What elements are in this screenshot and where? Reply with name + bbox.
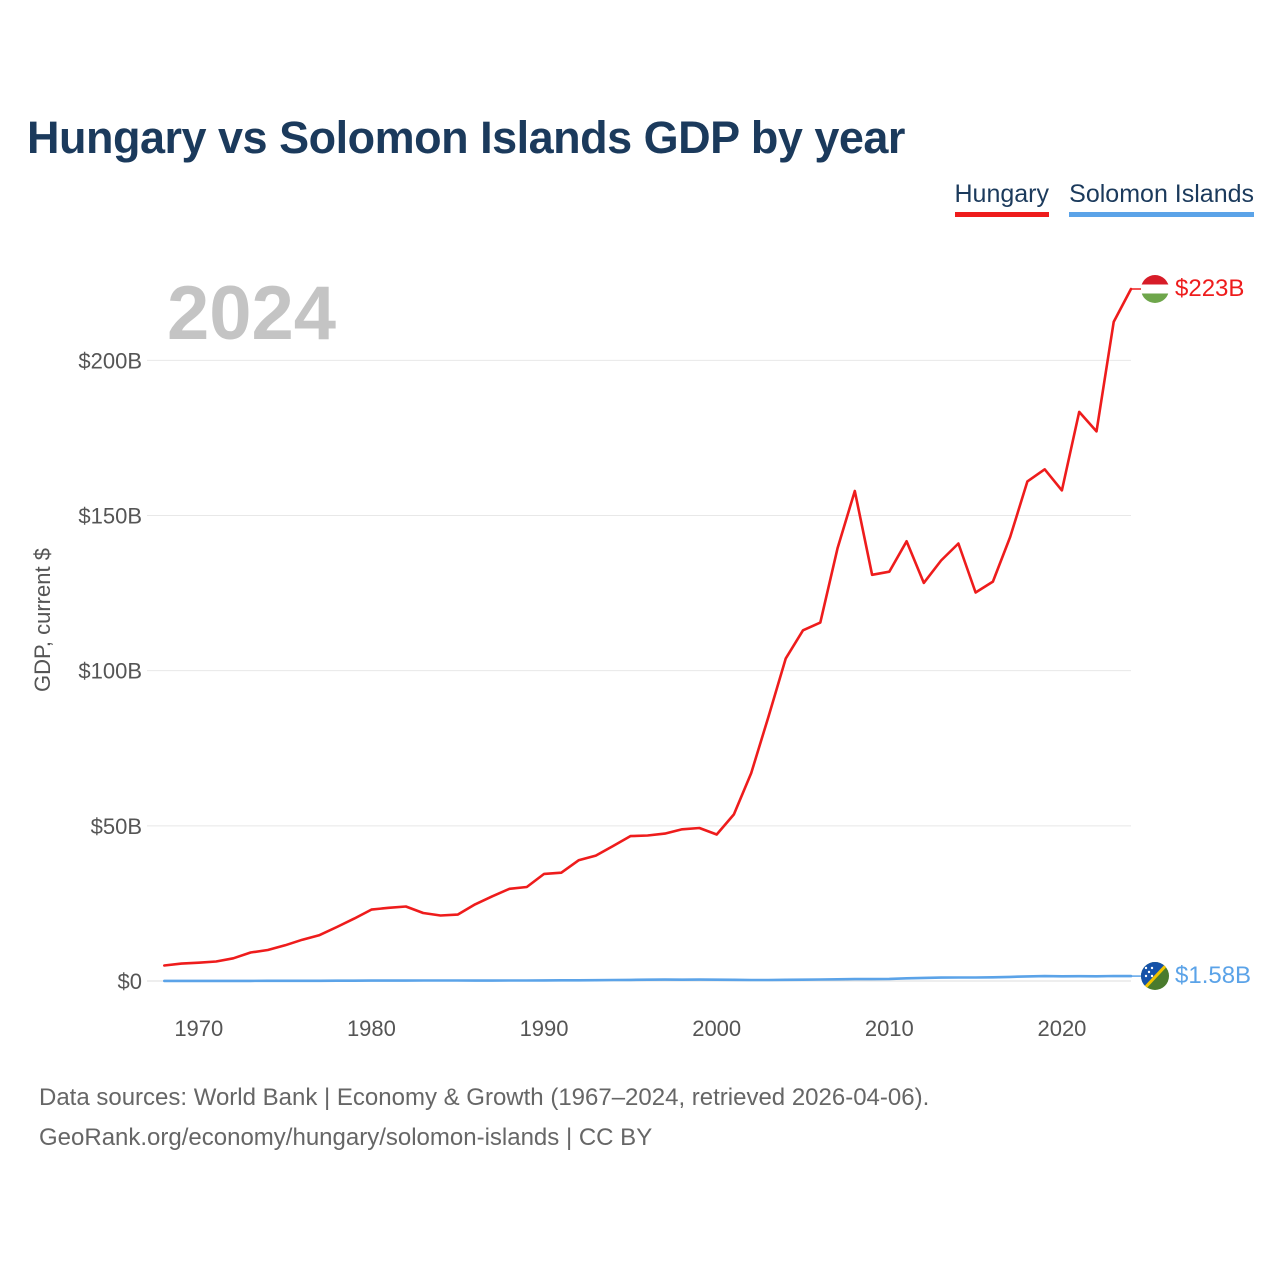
x-tick-label: 2020 (1037, 1016, 1086, 1041)
x-tick-label: 2000 (692, 1016, 741, 1041)
end-value-label-hungary: $223B (1175, 275, 1244, 302)
solomon-islands-flag-icon (1141, 962, 1169, 990)
series-line-solomon-islands[interactable] (163, 974, 1133, 983)
y-tick-label: $150B (78, 504, 142, 529)
y-tick-label: $0 (118, 969, 142, 994)
y-tick-label: $100B (78, 659, 142, 684)
hungary-flag-icon (1141, 275, 1169, 303)
chart-title: Hungary vs Solomon Islands GDP by year (27, 112, 905, 163)
series-lines (163, 287, 1141, 983)
legend-item-solomon-islands[interactable]: Solomon Islands (1069, 180, 1254, 217)
current-year-label: 2024 (167, 271, 336, 356)
x-tick-label: 1980 (347, 1016, 396, 1041)
y-tick-label: $200B (78, 348, 142, 373)
footer-attribution[interactable]: GeoRank.org/economy/hungary/solomon-isla… (39, 1124, 653, 1151)
y-axis-ticks: $0 $50B $100B $150B $200B (78, 348, 142, 994)
legend-item-hungary[interactable]: Hungary (954, 180, 1049, 217)
x-tick-label: 1990 (520, 1016, 569, 1041)
x-tick-label: 2010 (865, 1016, 914, 1041)
y-axis-title: GDP, current $ (30, 548, 55, 692)
end-value-label-solomon-islands: $1.58B (1175, 962, 1251, 989)
footer-sources: Data sources: World Bank | Economy & Gro… (39, 1084, 930, 1111)
y-tick-label: $50B (91, 814, 142, 839)
series-line-hungary[interactable] (163, 287, 1133, 967)
gridlines (147, 359, 1131, 982)
x-axis-ticks: 1970 1980 1990 2000 2010 2020 (174, 1016, 1086, 1041)
x-tick-label: 1970 (174, 1016, 223, 1041)
